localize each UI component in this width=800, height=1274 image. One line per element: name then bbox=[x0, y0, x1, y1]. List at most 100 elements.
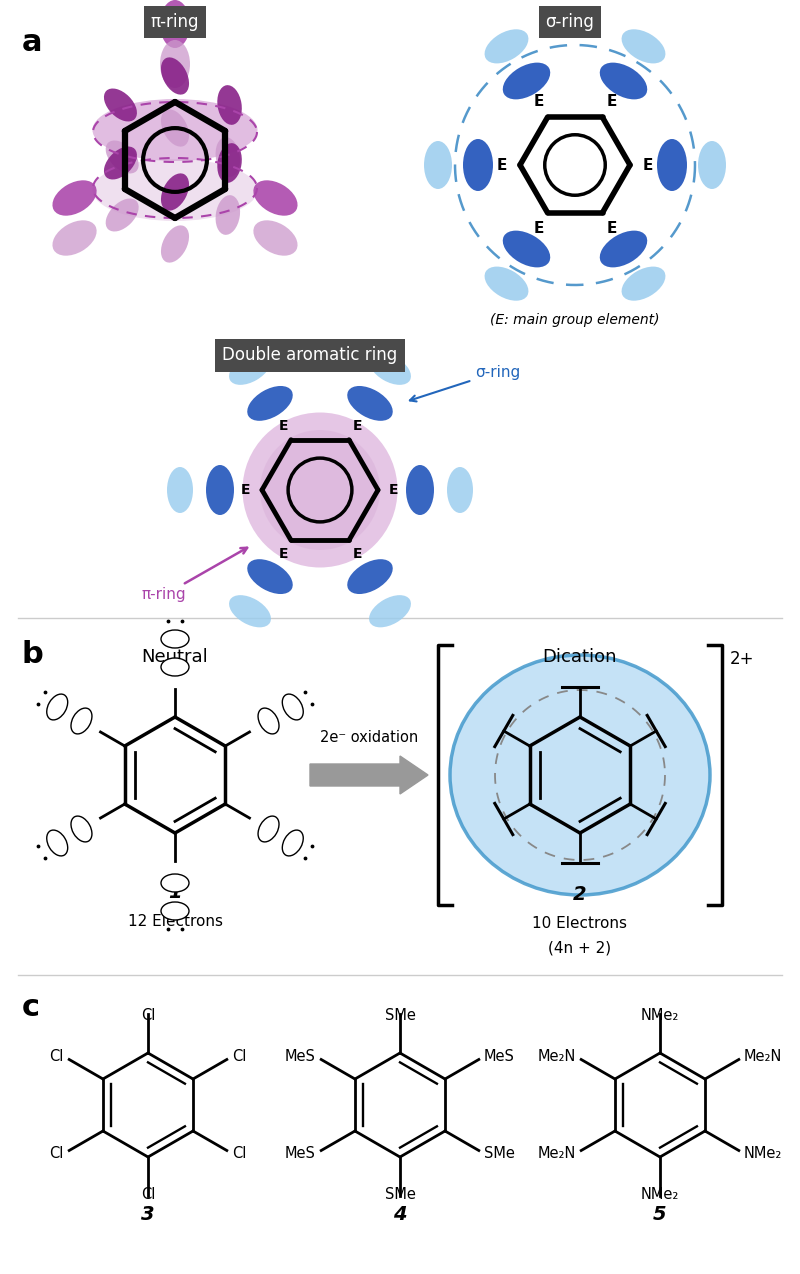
Text: E: E bbox=[606, 220, 617, 236]
Text: (4n + 2): (4n + 2) bbox=[549, 940, 611, 956]
Ellipse shape bbox=[215, 138, 240, 177]
Text: E: E bbox=[278, 547, 288, 561]
Text: E: E bbox=[390, 483, 398, 497]
Ellipse shape bbox=[424, 141, 452, 189]
Text: E: E bbox=[278, 419, 288, 433]
Text: MeS: MeS bbox=[484, 1049, 515, 1064]
Ellipse shape bbox=[104, 88, 137, 121]
Text: 12 Electrons: 12 Electrons bbox=[127, 913, 222, 929]
Ellipse shape bbox=[53, 181, 97, 215]
Ellipse shape bbox=[229, 353, 271, 385]
Ellipse shape bbox=[161, 110, 189, 147]
Ellipse shape bbox=[447, 468, 473, 513]
Ellipse shape bbox=[161, 874, 189, 892]
Text: 2+: 2+ bbox=[730, 650, 754, 668]
Ellipse shape bbox=[46, 694, 68, 720]
Text: NMe₂: NMe₂ bbox=[744, 1147, 782, 1161]
Ellipse shape bbox=[161, 57, 189, 94]
Text: E: E bbox=[606, 94, 617, 110]
Text: Cl: Cl bbox=[232, 1147, 246, 1161]
Text: MeS: MeS bbox=[285, 1049, 316, 1064]
Ellipse shape bbox=[242, 413, 398, 567]
Text: 5: 5 bbox=[653, 1205, 667, 1224]
Text: σ-ring: σ-ring bbox=[546, 13, 594, 31]
Text: c: c bbox=[22, 992, 40, 1022]
Ellipse shape bbox=[369, 595, 411, 627]
Text: 2e⁻ oxidation: 2e⁻ oxidation bbox=[320, 730, 418, 745]
Ellipse shape bbox=[218, 143, 242, 183]
Text: Cl: Cl bbox=[50, 1147, 64, 1161]
Text: Me₂N: Me₂N bbox=[744, 1049, 782, 1064]
Text: E: E bbox=[643, 158, 653, 172]
Text: 4: 4 bbox=[393, 1205, 407, 1224]
Ellipse shape bbox=[600, 231, 647, 268]
Ellipse shape bbox=[46, 831, 68, 856]
Ellipse shape bbox=[93, 159, 258, 220]
Text: π-ring: π-ring bbox=[150, 13, 199, 31]
FancyArrow shape bbox=[310, 755, 428, 794]
Ellipse shape bbox=[502, 62, 550, 99]
Ellipse shape bbox=[657, 139, 687, 191]
Ellipse shape bbox=[215, 195, 240, 234]
Text: Cl: Cl bbox=[232, 1049, 246, 1064]
Text: Cl: Cl bbox=[50, 1049, 64, 1064]
Ellipse shape bbox=[406, 465, 434, 515]
Ellipse shape bbox=[247, 559, 293, 594]
Text: Dication: Dication bbox=[542, 648, 618, 666]
Ellipse shape bbox=[218, 85, 242, 125]
Ellipse shape bbox=[161, 902, 189, 920]
Ellipse shape bbox=[53, 220, 97, 256]
Text: E: E bbox=[497, 158, 507, 172]
Text: (E: main group element): (E: main group element) bbox=[490, 313, 660, 327]
Ellipse shape bbox=[71, 817, 92, 842]
Ellipse shape bbox=[247, 386, 293, 420]
Text: 3: 3 bbox=[141, 1205, 155, 1224]
Text: 10 Electrons: 10 Electrons bbox=[533, 916, 627, 930]
Ellipse shape bbox=[160, 39, 190, 88]
Text: π-ring: π-ring bbox=[142, 548, 247, 603]
Ellipse shape bbox=[106, 199, 138, 232]
Ellipse shape bbox=[698, 141, 726, 189]
Text: Neutral: Neutral bbox=[142, 648, 208, 666]
Text: 1: 1 bbox=[168, 883, 182, 902]
Text: E: E bbox=[352, 547, 362, 561]
Text: Me₂N: Me₂N bbox=[538, 1049, 576, 1064]
Ellipse shape bbox=[463, 139, 493, 191]
Ellipse shape bbox=[258, 708, 279, 734]
Text: E: E bbox=[352, 419, 362, 433]
Text: Double aromatic ring: Double aromatic ring bbox=[222, 347, 398, 364]
Text: E: E bbox=[534, 220, 544, 236]
Ellipse shape bbox=[229, 595, 271, 627]
Text: σ-ring: σ-ring bbox=[410, 364, 520, 401]
Ellipse shape bbox=[258, 817, 279, 842]
Ellipse shape bbox=[161, 657, 189, 676]
Text: SMe: SMe bbox=[385, 1008, 415, 1023]
Ellipse shape bbox=[485, 266, 529, 301]
Ellipse shape bbox=[71, 708, 92, 734]
Text: E: E bbox=[534, 94, 544, 110]
Ellipse shape bbox=[161, 631, 189, 648]
Ellipse shape bbox=[206, 465, 234, 515]
Ellipse shape bbox=[450, 655, 710, 896]
Ellipse shape bbox=[282, 831, 303, 856]
Text: E: E bbox=[242, 483, 250, 497]
Text: NMe₂: NMe₂ bbox=[641, 1187, 679, 1201]
Text: NMe₂: NMe₂ bbox=[641, 1008, 679, 1023]
Text: SMe: SMe bbox=[484, 1147, 515, 1161]
Ellipse shape bbox=[167, 468, 193, 513]
Text: a: a bbox=[22, 28, 42, 57]
Ellipse shape bbox=[600, 62, 647, 99]
Text: MeS: MeS bbox=[285, 1147, 316, 1161]
Ellipse shape bbox=[622, 29, 666, 64]
Ellipse shape bbox=[502, 231, 550, 268]
Ellipse shape bbox=[282, 694, 303, 720]
Ellipse shape bbox=[485, 29, 529, 64]
Text: Cl: Cl bbox=[141, 1008, 155, 1023]
Ellipse shape bbox=[622, 266, 666, 301]
Text: Cl: Cl bbox=[141, 1187, 155, 1201]
Ellipse shape bbox=[347, 386, 393, 420]
Text: 2: 2 bbox=[573, 885, 587, 905]
Ellipse shape bbox=[104, 147, 137, 180]
Ellipse shape bbox=[260, 431, 380, 550]
Ellipse shape bbox=[369, 353, 411, 385]
